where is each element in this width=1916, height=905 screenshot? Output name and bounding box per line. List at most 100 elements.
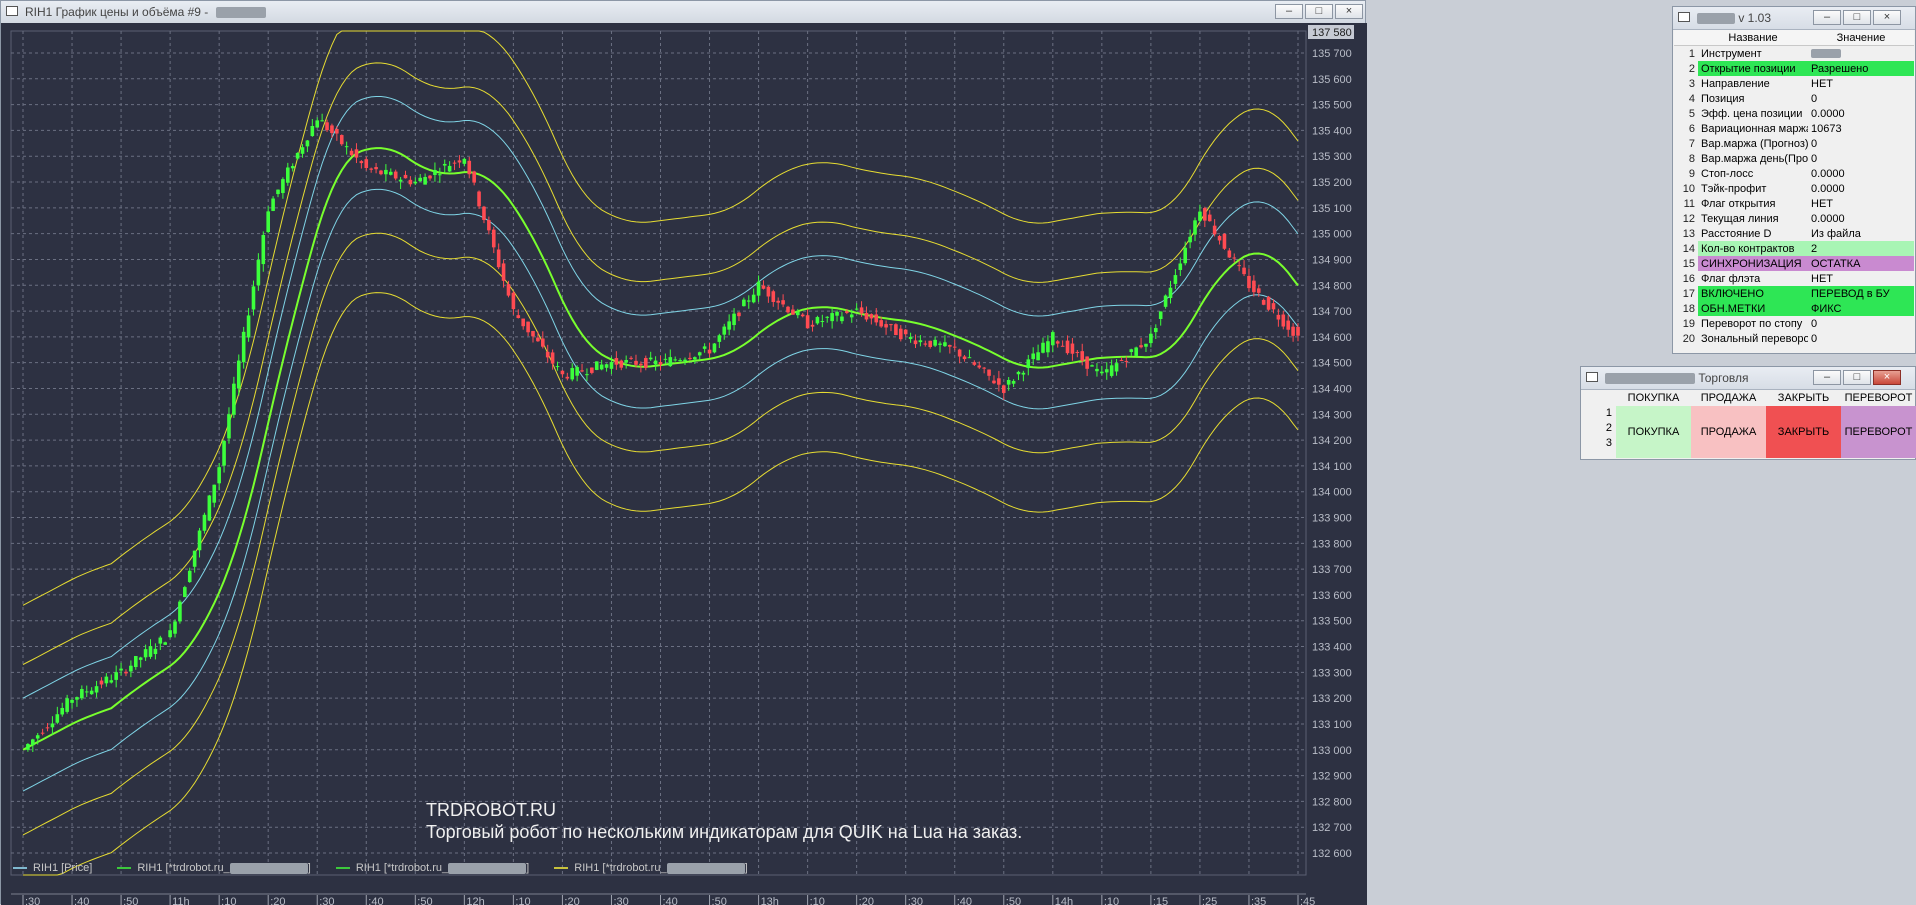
time-axis[interactable]: :30:40:50 11h:10:20:30:40:50 12h:10:20:30:… [11,893,1315,905]
legend-line-icon [13,867,27,870]
robot-parameters-window[interactable]: v 1.03 – □ × Название Значение 1 Инструме… [1672,6,1916,354]
candle-bull [75,697,79,700]
x-tick-label: :40 [663,896,678,905]
close-button[interactable]: × [1873,370,1901,385]
price-chart[interactable]: 135 700 135 600 135 500 135 400 135 300 135 2… [1,23,1367,905]
candle-bull [1016,371,1021,375]
candle-bull [1129,349,1134,353]
param-row-number: 2 [1688,62,1695,75]
param-value: 10673 [1811,122,1842,135]
param-row[interactable]: 14 Кол-во контрактов 2 [1674,241,1914,256]
param-row[interactable]: 17 ВКЛЮЧЕНО ПЕРЕВОД в БУ [1674,286,1914,301]
candle-bull [1090,365,1094,367]
param-value: 0 [1811,332,1818,345]
param-name: Зональный переворот [1701,332,1808,345]
close-position-button[interactable]: ЗАКРЫТЬ [1766,406,1841,458]
candle-bull [575,367,579,376]
candle-bear [1203,208,1207,221]
candle-bull [266,211,270,233]
y-tick-label: 132 900 [1312,771,1352,783]
param-name: ВКЛЮЧЕНО [1698,286,1808,301]
param-row[interactable]: 16 Флаг флэта НЕТ [1674,271,1914,286]
maximize-button[interactable]: □ [1305,4,1333,19]
candle-bull [751,294,756,303]
param-row[interactable]: 10 Тэйк-профит 0.0000 [1674,181,1914,196]
candle-bear [379,170,383,175]
trading-table[interactable]: ПОКУПКА ПРОДАЖА ЗАКРЫТЬ ПЕРЕВОРОТ 1 2 3 … [1582,390,1916,458]
param-row[interactable]: 19 Переворот по стопу 0 [1674,316,1914,331]
param-row[interactable]: 8 Вар.маржа день(Прогноз)0 [1674,151,1914,166]
candle-bear [124,671,128,674]
x-tick-label: :20 [564,896,579,905]
param-row[interactable]: 20 Зональный переворот 0 [1674,331,1914,346]
candle-bull [158,637,163,644]
y-tick-label: 133 500 [1312,616,1352,628]
param-value: 0 [1811,152,1818,165]
candle-bull [384,169,388,175]
close-button[interactable]: × [1335,4,1363,19]
candle-bull [1183,247,1188,264]
candle-bull [119,668,123,671]
param-row[interactable]: 5 Эфф. цена позиции 0.0000 [1674,106,1914,121]
y-tick-label: 133 000 [1312,745,1352,757]
maximize-button[interactable]: □ [1843,370,1871,385]
param-row[interactable]: 12 Текущая линия 0.0000 [1674,211,1914,226]
candle-bull [1163,295,1168,307]
param-row[interactable]: 2 Открытие позиции Разрешено [1674,61,1914,76]
maximize-button[interactable]: □ [1843,10,1871,25]
candle-bull [1036,352,1040,361]
chart-window[interactable]: RIH1 График цены и объёма #9 - – □ × 135… [0,0,1367,905]
param-row[interactable]: 13 Расстояние D Из файла [1674,226,1914,241]
param-row[interactable]: 18 ОБН.МЕТКИ ФИКС [1674,301,1914,316]
candle-bull [678,360,682,362]
param-value: 0 [1811,317,1818,330]
candle-bear [40,732,45,734]
param-row-number: 5 [1688,107,1695,120]
param-row[interactable]: 7 Вар.маржа (Прогноз) 0 [1674,136,1914,151]
param-row[interactable]: 3 Направление НЕТ [1674,76,1914,91]
trading-window[interactable]: Торговля – □ × ПОКУПКА ПРОДАЖА ЗАКРЫТЬ П… [1580,366,1916,460]
parameters-table[interactable]: Название Значение 1 Инструмент 2 Открытие п… [1674,30,1914,346]
column-name[interactable]: Название [1698,30,1808,46]
candle-bull [742,299,746,307]
candle-bear [1055,341,1060,344]
param-row[interactable]: 15 СИНХРОНИЗАЦИЯ ОСТАТКА [1674,256,1914,271]
candle-bull [722,326,727,335]
candle-bull [183,587,187,598]
x-tick-label: :10 [221,896,236,905]
param-row-number: 8 [1688,152,1695,165]
legend-item-indicator-2: RIH1 [*trdrobot.ru_] [335,862,529,874]
y-tick-label: 135 400 [1312,125,1352,137]
candle-bear [1207,214,1212,222]
y-tick-label: 135 700 [1312,48,1352,60]
candle-bear [1227,250,1232,258]
trade-window-title: Торговля [1698,371,1749,385]
param-value: 0.0000 [1811,167,1845,180]
param-value: ПЕРЕВОД в БУ [1808,286,1914,301]
candle-bull [815,317,820,324]
param-titlebar[interactable]: v 1.03 – □ × [1673,7,1915,30]
outer-band-lower-2 [23,292,1299,876]
minimize-button[interactable]: – [1275,4,1303,19]
sell-button[interactable]: ПРОДАЖА [1691,406,1766,458]
trade-titlebar[interactable]: Торговля – □ × [1581,367,1915,390]
param-row[interactable]: 11 Флаг открытия НЕТ [1674,196,1914,211]
param-name: Открытие позиции [1698,61,1808,76]
candle-bull [261,234,266,265]
column-value[interactable]: Значение [1808,30,1914,46]
chart-titlebar[interactable]: RIH1 График цены и объёма #9 - – □ × [1,1,1365,24]
candle-bear [1124,360,1129,362]
param-row[interactable]: 6 Вариационная маржа 10673 [1674,121,1914,136]
candle-bull [604,364,609,368]
minimize-button[interactable]: – [1813,370,1841,385]
candle-bear [1291,326,1295,336]
price-axis[interactable]: 135 700 135 600 135 500 135 400 135 300 135 2… [1308,25,1354,860]
minimize-button[interactable]: – [1813,10,1841,25]
close-button[interactable]: × [1873,10,1901,25]
param-row[interactable]: 9 Стоп-лосс 0.0000 [1674,166,1914,181]
reverse-button[interactable]: ПЕРЕВОРОТ [1841,406,1916,458]
candle-bear [482,206,486,220]
param-row[interactable]: 1 Инструмент [1674,46,1914,62]
buy-button[interactable]: ПОКУПКА [1616,406,1691,458]
param-row[interactable]: 4 Позиция 0 [1674,91,1914,106]
